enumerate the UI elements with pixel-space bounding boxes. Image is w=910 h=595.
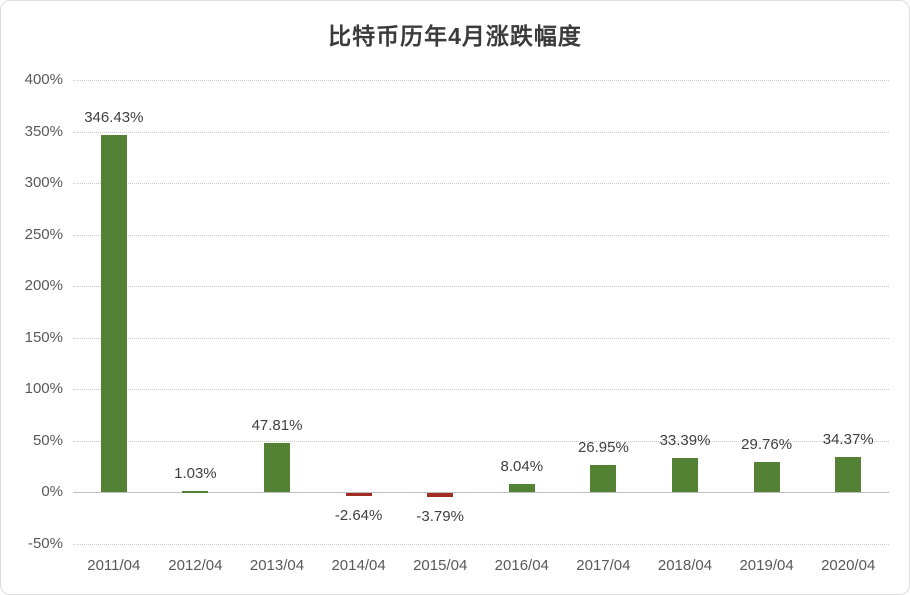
- bar-2017-04: [590, 464, 617, 493]
- x-axis-category-label: 2014/04: [331, 557, 386, 574]
- bar-value-label: -3.79%: [416, 508, 464, 526]
- bar-2012-04: [182, 491, 209, 494]
- bar-value-label: 346.43%: [84, 109, 144, 127]
- y-axis-tick-label: 100%: [24, 380, 63, 398]
- y-axis-tick-label: 250%: [24, 225, 63, 243]
- x-axis-category-label: 2012/04: [168, 557, 223, 574]
- x-axis-category-label: 2011/04: [87, 557, 141, 574]
- bar-value-label: 34.37%: [822, 431, 874, 448]
- gridline: [73, 337, 889, 339]
- chart-title: 比特币历年4月涨跌幅度: [328, 23, 582, 49]
- y-axis-tick-label: 0%: [41, 483, 63, 501]
- gridline: [73, 234, 889, 236]
- y-axis-tick-label: 50%: [32, 431, 63, 449]
- gridline: [73, 80, 889, 81]
- x-axis-line: [73, 492, 889, 494]
- bar-2019-04: [753, 461, 780, 493]
- x-axis-category-label: 2016/04: [494, 557, 549, 574]
- bar-2018-04: [672, 458, 698, 493]
- gridline: [73, 440, 889, 442]
- bar-2014-04: [345, 493, 372, 497]
- y-axis-tick-label: 150%: [24, 328, 63, 346]
- bar-value-label: 8.04%: [500, 458, 544, 476]
- x-axis-category-label: 2020/04: [821, 557, 876, 574]
- x-axis-category-label: 2013/04: [249, 557, 305, 574]
- gridline: [73, 183, 889, 185]
- y-axis-tick-label: 400%: [24, 71, 63, 88]
- bar-value-label: 26.95%: [577, 438, 629, 456]
- y-axis-tick-label: -50%: [27, 535, 63, 552]
- bar-value-label: -2.64%: [334, 507, 383, 525]
- bar-value-label: 1.03%: [174, 465, 217, 483]
- bar-2015-04: [427, 493, 454, 498]
- x-axis-category-label: 2015/04: [413, 557, 468, 574]
- gridline: [73, 544, 889, 545]
- x-axis-category-label: 2019/04: [739, 557, 794, 574]
- x-axis-category-label: 2018/04: [657, 557, 713, 574]
- bar-2013-04: [264, 443, 290, 493]
- bar-value-label: 29.76%: [741, 435, 793, 453]
- gridline: [73, 389, 889, 391]
- y-axis-tick-label: 300%: [24, 174, 63, 192]
- bar-2016-04: [508, 484, 535, 493]
- gridline: [73, 286, 889, 288]
- bar-value-label: 47.81%: [251, 417, 303, 435]
- bar-2020-04: [835, 457, 862, 493]
- bar-2011-04: [100, 135, 127, 493]
- x-axis-category-label: 2017/04: [576, 557, 631, 574]
- bar-value-label: 33.39%: [659, 432, 711, 450]
- y-axis-tick-label: 350%: [24, 122, 63, 140]
- gridline: [73, 131, 889, 133]
- y-axis-tick-label: 200%: [24, 277, 63, 295]
